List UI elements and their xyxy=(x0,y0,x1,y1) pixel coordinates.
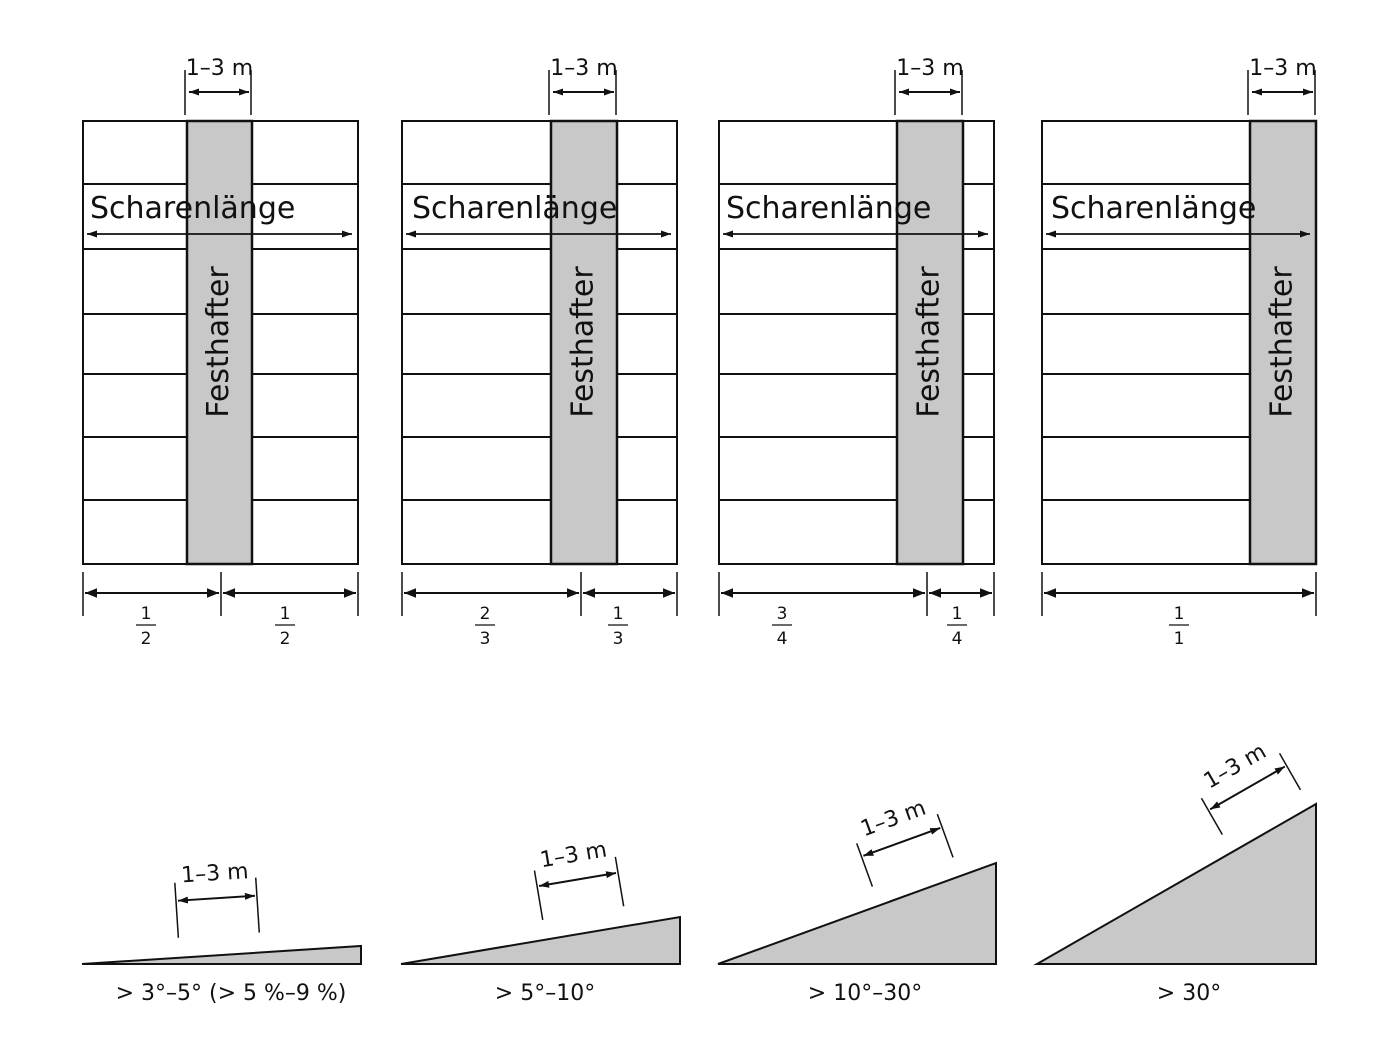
festhafter-label: Festhafter xyxy=(912,266,947,418)
festhafter-strip xyxy=(895,119,965,566)
dim-extension-line xyxy=(1200,797,1224,836)
fraction-numerator: 1 xyxy=(280,604,291,624)
dim-extension-line xyxy=(1278,753,1302,791)
fraction: 14 xyxy=(947,604,967,649)
slope-caption: > 10°–30° xyxy=(808,981,922,1006)
slope-4: > 30° 1–3 m xyxy=(1033,739,1317,1006)
panel-frame xyxy=(401,120,678,565)
dim-arrow xyxy=(1209,765,1286,811)
scharenlaenge-label: Scharenlänge xyxy=(90,191,295,226)
fraction-denominator: 4 xyxy=(777,629,788,649)
slope-wedge xyxy=(1033,802,1317,965)
fraction-numerator: 1 xyxy=(613,604,624,624)
fraction-denominator: 4 xyxy=(952,629,963,649)
dim-arrow xyxy=(863,826,941,857)
slope-caption: > 5°–10° xyxy=(495,981,595,1006)
festhafter-label: Festhafter xyxy=(201,266,236,418)
slope-wedge xyxy=(717,861,997,965)
width-label: 1–3 m xyxy=(186,56,253,81)
width-label: 1–3 m xyxy=(896,56,963,81)
scharenlaenge-label: Scharenlänge xyxy=(1051,191,1256,226)
slope-caption: > 3°–5° (> 5 %–9 %) xyxy=(116,981,347,1006)
slope-wedge xyxy=(400,915,681,965)
fraction-numerator: 1 xyxy=(141,604,152,624)
width-label: 1–3 m xyxy=(550,56,617,81)
fraction-denominator: 1 xyxy=(1174,629,1185,649)
panel-frame xyxy=(718,120,995,565)
width-label: 1–3 m xyxy=(1249,56,1316,81)
fraction-denominator: 2 xyxy=(141,629,152,649)
dim-extension-line xyxy=(174,882,180,938)
dim-arrow xyxy=(177,892,255,904)
fraction-denominator: 3 xyxy=(613,629,624,649)
scharenlaenge-label: Scharenlänge xyxy=(726,191,931,226)
fraction: 23 xyxy=(475,604,495,649)
slope-width-label: 1–3 m xyxy=(538,837,609,873)
fraction: 12 xyxy=(275,604,295,649)
fraction-denominator: 2 xyxy=(280,629,291,649)
festhafter-label: Festhafter xyxy=(566,266,601,418)
festhafter-strip xyxy=(185,119,254,566)
festhafter-strip xyxy=(549,119,619,566)
scharenlaenge-label: Scharenlänge xyxy=(412,191,617,226)
slope-width-label: 1–3 m xyxy=(180,859,249,888)
fraction: 11 xyxy=(1169,604,1189,649)
fraction-numerator: 1 xyxy=(952,604,963,624)
dim-arrow xyxy=(538,871,617,888)
festhafter-strip xyxy=(1248,119,1318,566)
festhafter-label: Festhafter xyxy=(1265,266,1300,418)
slope-1: > 3°–5° (> 5 %–9 %) 1–3 m xyxy=(81,859,362,1006)
fraction-numerator: 2 xyxy=(480,604,491,624)
slope-3: > 10°–30°1–3 m xyxy=(717,796,997,1006)
dim-extension-line xyxy=(254,877,261,933)
fraction: 12 xyxy=(136,604,156,649)
fraction: 13 xyxy=(608,604,628,649)
dim-extension-line xyxy=(936,813,954,858)
slope-width-label: 1–3 m xyxy=(1200,739,1271,794)
slope-caption: > 30° xyxy=(1157,981,1221,1006)
dim-extension-line xyxy=(533,870,544,920)
roof-slopes: > 3°–5° (> 5 %–9 %) 1–3 m > 5°–10° 1–3 m > 1… xyxy=(81,739,1317,1006)
slope-wedge xyxy=(81,944,362,965)
fraction-numerator: 3 xyxy=(777,604,788,624)
fraction: 34 xyxy=(772,604,792,649)
fraction-numerator: 1 xyxy=(1174,604,1185,624)
dim-extension-line xyxy=(855,843,874,887)
dim-extension-line xyxy=(614,856,625,907)
slope-2: > 5°–10° 1–3 m xyxy=(400,837,681,1006)
fraction-denominator: 3 xyxy=(480,629,491,649)
